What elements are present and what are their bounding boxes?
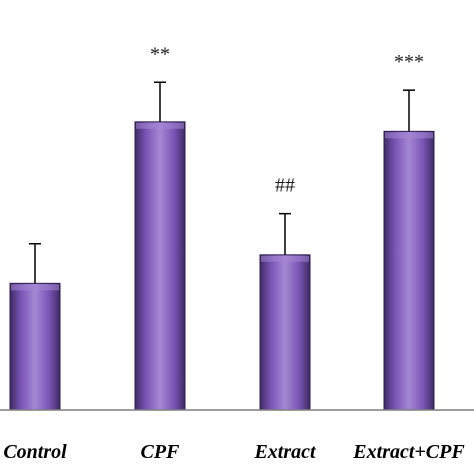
significance-label: *** (394, 51, 424, 73)
significance-annotations: ** ## *** (150, 43, 424, 196)
significance-label: ** (150, 43, 170, 65)
bar-extract (259, 254, 311, 411)
bar-extract-cpf (383, 130, 435, 411)
bars-layer (9, 121, 435, 411)
significance-label: ## (275, 175, 295, 197)
bar-bevel (11, 284, 59, 291)
x-tick-label: Extract+CPF (352, 441, 465, 463)
bar-control (9, 282, 61, 411)
x-axis-tick-labels: Control CPF Extract Extract+CPF (3, 441, 465, 463)
x-tick-label: CPF (141, 441, 181, 463)
bar-bevel (136, 122, 184, 129)
bar-bevel (261, 255, 309, 262)
x-tick-label: Control (3, 441, 67, 463)
error-bars-layer (29, 81, 415, 284)
x-tick-label: Extract (253, 441, 317, 463)
bar-bevel (385, 132, 433, 139)
bar-cpf (134, 121, 186, 411)
